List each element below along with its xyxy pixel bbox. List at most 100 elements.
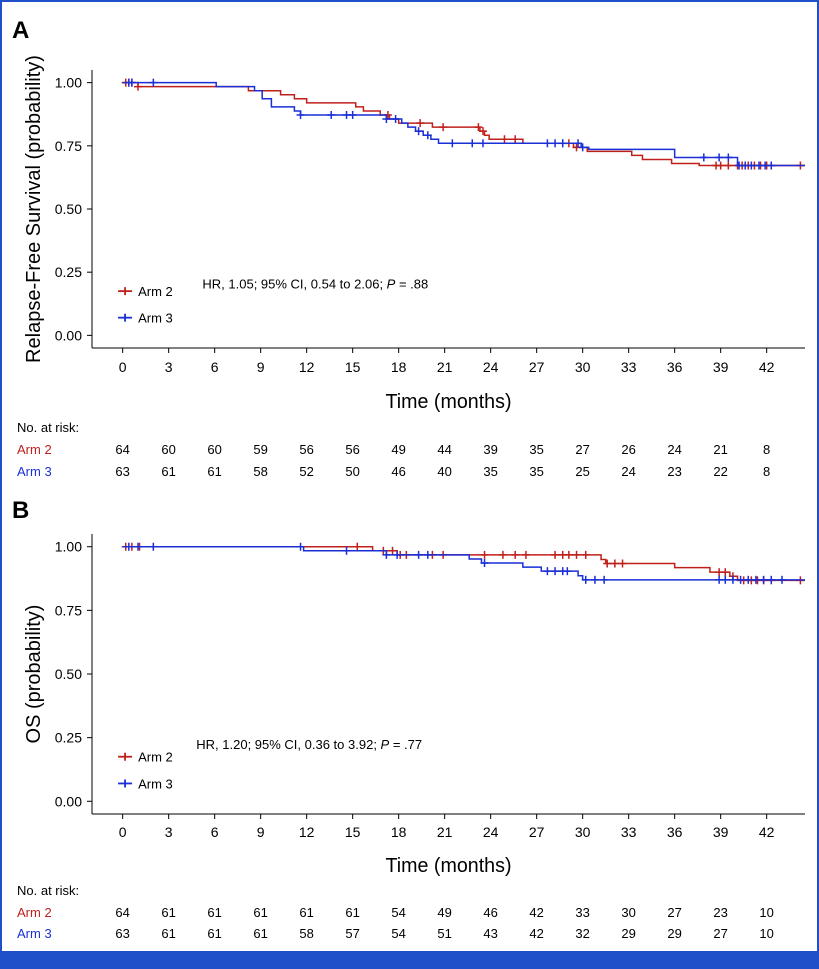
x-tick-label: 27	[529, 359, 545, 375]
censor-mark	[393, 550, 402, 559]
risk-count: 61	[299, 905, 313, 920]
y-tick-label: 0.00	[55, 793, 82, 809]
censor-mark	[716, 161, 725, 170]
x-axis-title: Time (months)	[386, 391, 512, 413]
risk-count: 54	[391, 926, 405, 941]
risk-count: 35	[529, 464, 543, 479]
censor-mark	[353, 542, 362, 551]
risk-count: 23	[713, 905, 727, 920]
x-tick-label: 6	[211, 824, 219, 840]
censor-mark	[414, 127, 423, 136]
x-tick-label: 33	[621, 359, 637, 375]
risk-row-label: Arm 2	[17, 442, 52, 457]
risk-count: 56	[345, 442, 359, 457]
risk-count: 58	[253, 464, 267, 479]
risk-count: 57	[345, 926, 359, 941]
risk-count: 49	[437, 905, 451, 920]
x-axis-title: Time (months)	[386, 855, 512, 877]
y-axis-title: OS (probability)	[23, 605, 45, 744]
risk-count: 60	[207, 442, 221, 457]
censor-mark	[728, 575, 737, 584]
risk-count: 61	[207, 926, 221, 941]
x-tick-label: 36	[667, 359, 683, 375]
risk-count: 10	[759, 905, 773, 920]
x-tick-label: 21	[437, 359, 453, 375]
risk-count: 46	[483, 905, 497, 920]
series-arm-3	[122, 78, 805, 170]
x-tick-label: 27	[529, 824, 545, 840]
censor-mark	[414, 550, 423, 559]
risk-count: 21	[713, 442, 727, 457]
censor-mark	[149, 542, 158, 551]
censor-mark	[498, 550, 507, 559]
risk-count: 46	[391, 464, 405, 479]
hr-annotation-p: P	[387, 277, 396, 292]
censor-mark	[382, 550, 391, 559]
legend-item: Arm 2	[118, 750, 173, 765]
censor-mark	[563, 567, 572, 576]
censor-mark	[511, 135, 520, 144]
censor-mark	[416, 119, 425, 128]
risk-count: 29	[667, 926, 681, 941]
km-panel-b: B0.000.250.500.751.000 3 6 9 12 15 18 21 24 27 30 3…	[12, 497, 805, 941]
censor-mark	[480, 550, 489, 559]
risk-count: 61	[161, 464, 175, 479]
x-tick-label: 24	[483, 359, 499, 375]
risk-count: 64	[115, 442, 129, 457]
censor-mark	[479, 139, 487, 148]
km-step-line	[122, 545, 805, 582]
risk-count: 61	[207, 905, 221, 920]
censor-mark	[127, 78, 136, 87]
hr-annotation-text: HR, 1.05; 95% CI, 0.54 to 2.06;	[202, 277, 386, 292]
risk-count: 32	[575, 926, 589, 941]
x-tick-label: 42	[759, 359, 775, 375]
risk-table-header: No. at risk:	[17, 420, 79, 435]
risk-count: 27	[713, 926, 727, 941]
censor-mark	[715, 153, 724, 162]
x-tick-label: 42	[759, 824, 775, 840]
risk-row-arm-2: Arm 2 64 61 61 61 61 61 54 49 46 42 33 30 27 23 10	[17, 905, 774, 920]
risk-count: 10	[759, 926, 773, 941]
hr-annotation-pvalue: = .77	[389, 737, 422, 752]
risk-count: 40	[437, 464, 451, 479]
y-tick-label: 0.50	[55, 666, 82, 682]
y-tick-label: 0.25	[55, 264, 82, 280]
panel-letter: B	[12, 497, 29, 524]
risk-count: 56	[299, 442, 313, 457]
y-tick-label: 0.75	[55, 602, 82, 618]
censor-mark	[610, 559, 619, 568]
risk-count: 27	[575, 442, 589, 457]
km-step-line	[122, 81, 805, 167]
censor-mark	[543, 567, 552, 576]
risk-count: 52	[299, 464, 313, 479]
legend-item: Arm 3	[118, 311, 173, 326]
legend-label: Arm 3	[138, 776, 173, 791]
censor-mark	[600, 575, 609, 584]
censor-mark	[551, 567, 560, 576]
censor-mark	[348, 110, 357, 119]
legend-item: Arm 3	[118, 776, 173, 791]
censor-mark	[767, 575, 776, 584]
x-tick-label: 9	[257, 824, 265, 840]
x-tick-label: 33	[621, 824, 637, 840]
censor-mark	[767, 161, 776, 170]
series-arm-2	[121, 542, 805, 585]
x-tick-label: 30	[575, 359, 591, 375]
censor-mark	[388, 546, 397, 555]
km-panel-a: A0.000.250.500.751.000 3 6 9 12 15 18 21 24 27 30 3…	[12, 17, 805, 479]
x-tick-label: 21	[437, 824, 453, 840]
hr-annotation-text: HR, 1.20; 95% CI, 0.36 to 3.92;	[196, 737, 380, 752]
risk-row-label: Arm 3	[17, 464, 52, 479]
x-tick-label: 18	[391, 824, 407, 840]
legend-label: Arm 2	[138, 750, 173, 765]
censor-mark	[572, 550, 581, 559]
panel-letter: A	[12, 17, 29, 44]
risk-count: 27	[667, 905, 681, 920]
risk-count: 63	[115, 926, 129, 941]
y-axis-title: Relapse-Free Survival (probability)	[23, 55, 45, 363]
risk-row-label: Arm 2	[17, 905, 52, 920]
risk-count: 59	[253, 442, 267, 457]
risk-count: 61	[161, 926, 175, 941]
risk-count: 39	[483, 442, 497, 457]
